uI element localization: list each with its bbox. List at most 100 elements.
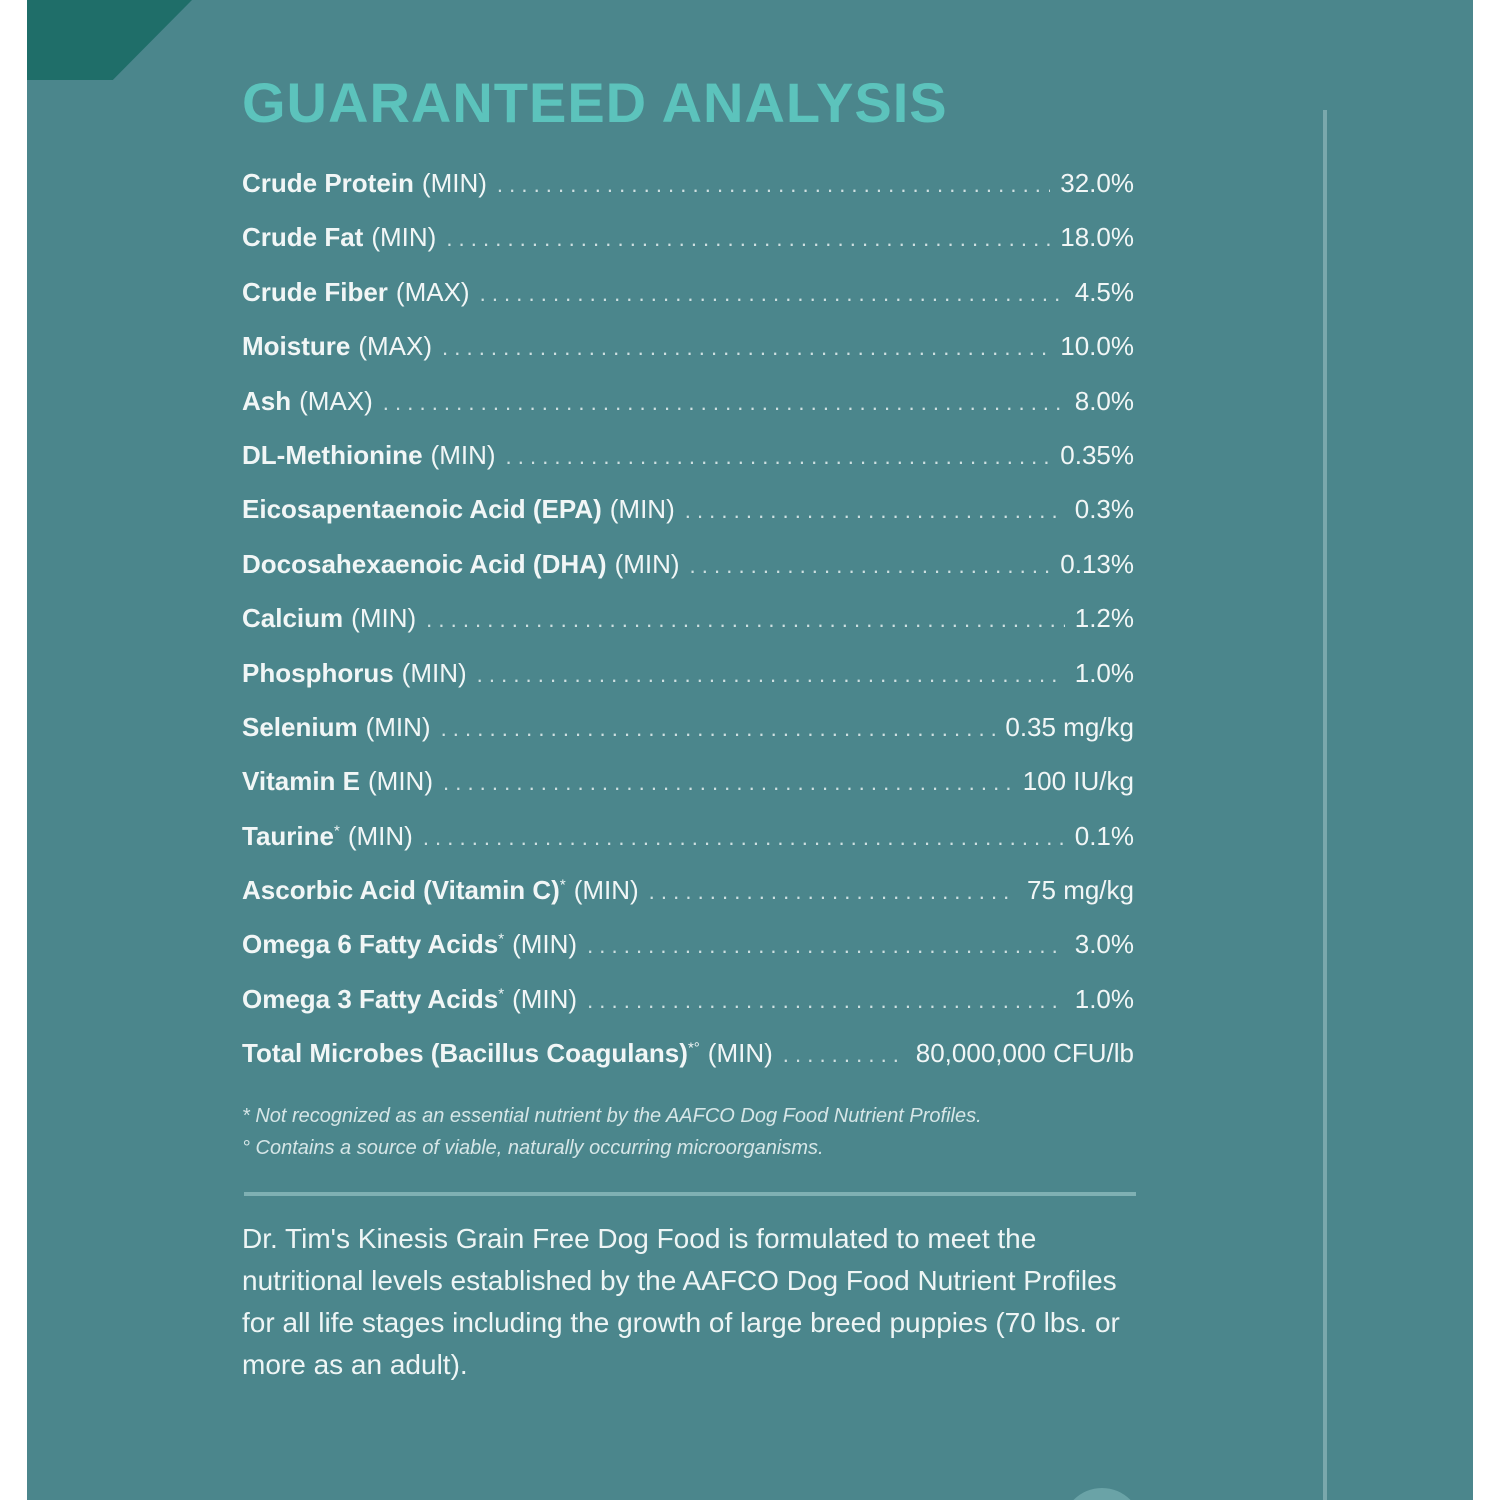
dot-leader xyxy=(497,172,1050,198)
circle-decoration xyxy=(1062,1488,1142,1500)
analysis-row: Selenium (MIN) 0.35 mg/kg xyxy=(242,712,1134,766)
nutrient-value: 0.1% xyxy=(1074,820,1134,851)
analysis-row: Taurine* (MIN) 0.1% xyxy=(242,821,1134,875)
nutrient-value: 75 mg/kg xyxy=(1027,875,1134,906)
analysis-row: Omega 3 Fatty Acids* (MIN) 1.0% xyxy=(242,984,1134,1038)
nutrient-name: Phosphorus xyxy=(242,657,394,688)
nutrient-name: Crude Fiber xyxy=(242,276,388,307)
nutrient-name: Crude Fat xyxy=(242,222,364,253)
nutrient-qualifier: (MAX) xyxy=(299,385,373,416)
dot-leader xyxy=(783,1042,906,1068)
nutrient-value: 32.0% xyxy=(1060,168,1134,198)
dot-leader xyxy=(587,988,1065,1014)
dot-leader xyxy=(443,770,1013,796)
nutrient-name: Calcium xyxy=(242,603,344,634)
dot-leader xyxy=(480,281,1065,307)
nutrient-name: Vitamin E xyxy=(242,766,361,797)
nutrient-name: Moisture xyxy=(242,331,351,362)
nutrient-value: 0.3% xyxy=(1074,494,1134,525)
nutrient-qualifier: (MIN) xyxy=(371,222,437,253)
analysis-row: DL-Methionine (MIN) 0.35% xyxy=(242,440,1134,494)
nutrient-name: Eicosapentaenoic Acid (EPA) xyxy=(242,494,602,525)
nutrient-name: Omega 3 Fatty Acids* xyxy=(242,983,505,1014)
nutrient-name: Ash xyxy=(242,385,292,416)
nutrient-qualifier: (MIN) xyxy=(512,983,578,1014)
nutrient-name: Omega 6 Fatty Acids* xyxy=(242,929,505,960)
nutrient-name: Selenium xyxy=(242,711,358,742)
dot-leader xyxy=(477,662,1065,688)
footnote-marker: * xyxy=(559,876,566,894)
nutrient-value: 0.35% xyxy=(1060,439,1134,470)
dot-leader xyxy=(587,933,1065,959)
vertical-divider xyxy=(1323,110,1327,1500)
nutrient-qualifier: (MAX) xyxy=(395,276,470,307)
nutrient-value: 1.0% xyxy=(1074,657,1134,688)
nutrient-value: 0.13% xyxy=(1060,548,1134,579)
dot-leader xyxy=(441,716,996,742)
dot-leader xyxy=(690,553,1051,579)
analysis-row: Moisture (MAX) 10.0% xyxy=(242,331,1134,385)
nutrient-value: 3.0% xyxy=(1074,929,1134,960)
nutrient-name: Total Microbes (Bacillus Coagulans)*° xyxy=(242,1038,700,1069)
nutrient-qualifier: (MIN) xyxy=(512,929,578,960)
dot-leader xyxy=(426,607,1065,633)
dot-leader xyxy=(649,879,1017,905)
nutrient-value: 80,000,000 CFU/lb xyxy=(915,1038,1134,1069)
nutrient-value: 1.2% xyxy=(1074,603,1134,634)
nutrient-qualifier: (MIN) xyxy=(430,439,496,470)
analysis-row: Ash (MAX) 8.0% xyxy=(242,386,1134,440)
nutrient-value: 8.0% xyxy=(1074,385,1134,416)
dot-leader xyxy=(446,226,1050,252)
analysis-row: Calcium (MIN) 1.2% xyxy=(242,603,1134,657)
analysis-row: Eicosapentaenoic Acid (EPA) (MIN) 0.3% xyxy=(242,494,1134,548)
dot-leader xyxy=(442,335,1050,361)
nutrient-qualifier: (MIN) xyxy=(421,168,487,198)
dot-leader xyxy=(383,390,1065,416)
nutrient-name: Taurine* xyxy=(242,820,340,851)
nutrient-name: Ascorbic Acid (Vitamin C)* xyxy=(242,875,566,906)
footnotes: * Not recognized as an essential nutrien… xyxy=(242,1100,1142,1164)
nutrient-value: 1.0% xyxy=(1074,983,1134,1014)
nutrient-name: Crude Protein xyxy=(242,168,414,198)
analysis-row: Phosphorus (MIN) 1.0% xyxy=(242,658,1134,712)
analysis-table: Crude Protein (MIN) 32.0% Crude Fat (MIN… xyxy=(242,168,1134,1093)
dot-leader xyxy=(685,498,1065,524)
nutrient-value: 100 IU/kg xyxy=(1022,766,1134,797)
analysis-row: Vitamin E (MIN) 100 IU/kg xyxy=(242,766,1134,820)
aafco-statement: Dr. Tim's Kinesis Grain Free Dog Food is… xyxy=(242,1223,1120,1380)
horizontal-divider xyxy=(244,1192,1136,1196)
nutrient-qualifier: (MIN) xyxy=(707,1038,773,1069)
nutrient-value: 0.35 mg/kg xyxy=(1005,711,1134,742)
dot-leader xyxy=(423,825,1065,851)
analysis-row: Crude Protein (MIN) 32.0% xyxy=(242,168,1134,222)
footnote: ° Contains a source of viable, naturally… xyxy=(242,1137,824,1159)
nutrient-name: Docosahexaenoic Acid (DHA) xyxy=(242,548,607,579)
nutrient-qualifier: (MIN) xyxy=(351,603,417,634)
analysis-row: Ascorbic Acid (Vitamin C)* (MIN) 75 mg/k… xyxy=(242,875,1134,929)
nutrient-qualifier: (MIN) xyxy=(347,820,413,851)
corner-tab-decoration xyxy=(27,0,192,80)
nutrient-qualifier: (MIN) xyxy=(609,494,675,525)
footnote-marker: * xyxy=(333,822,340,840)
nutrient-name: DL-Methionine xyxy=(242,439,423,470)
nutrient-qualifier: (MIN) xyxy=(365,711,431,742)
nutrient-value: 18.0% xyxy=(1060,222,1134,253)
analysis-row: Total Microbes (Bacillus Coagulans)*° (M… xyxy=(242,1038,1134,1092)
nutrient-value: 10.0% xyxy=(1060,331,1134,362)
analysis-row: Omega 6 Fatty Acids* (MIN) 3.0% xyxy=(242,929,1134,983)
analysis-row: Docosahexaenoic Acid (DHA) (MIN) 0.13% xyxy=(242,549,1134,603)
footnote: * Not recognized as an essential nutrien… xyxy=(242,1105,982,1127)
footnote-marker: *° xyxy=(687,1039,700,1057)
nutrient-qualifier: (MIN) xyxy=(614,548,680,579)
footnote-marker: * xyxy=(498,930,505,948)
nutrient-qualifier: (MIN) xyxy=(573,875,639,906)
nutrient-qualifier: (MAX) xyxy=(358,331,433,362)
dot-leader xyxy=(506,444,1051,470)
page-title: GUARANTEED ANALYSIS xyxy=(242,71,948,134)
nutrient-qualifier: (MIN) xyxy=(368,766,433,797)
analysis-row: Crude Fiber (MAX) 4.5% xyxy=(242,277,1134,331)
footnote-marker: * xyxy=(498,985,505,1003)
nutrient-value: 4.5% xyxy=(1074,276,1134,307)
nutrient-qualifier: (MIN) xyxy=(401,657,467,688)
analysis-row: Crude Fat (MIN) 18.0% xyxy=(242,222,1134,276)
